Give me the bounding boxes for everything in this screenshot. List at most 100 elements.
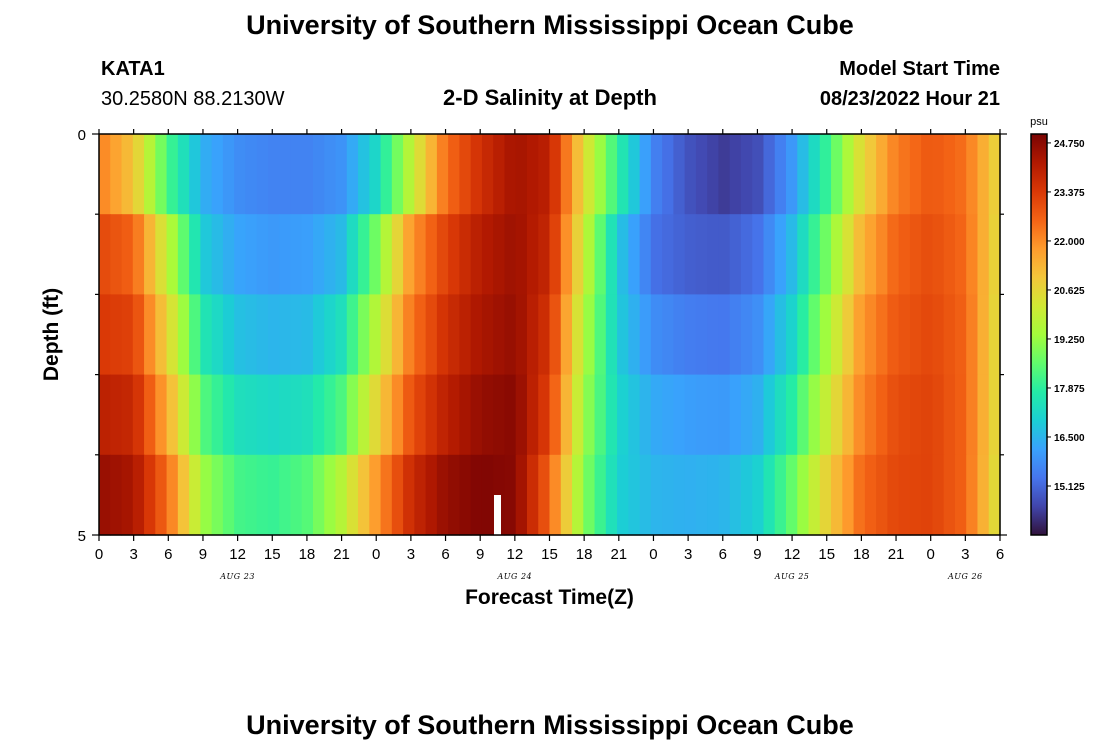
heatmap-cell — [966, 294, 979, 376]
heatmap-cell — [729, 374, 742, 456]
heatmap-cell — [245, 134, 258, 215]
heatmap-cell — [695, 294, 708, 376]
heatmap-cell — [155, 374, 168, 456]
heatmap-cell — [380, 214, 393, 295]
heatmap-cell — [200, 214, 213, 295]
heatmap-cell — [121, 454, 134, 536]
heatmap-cell — [650, 374, 663, 456]
heatmap-cell — [819, 134, 832, 215]
heatmap-cell — [526, 454, 539, 536]
heatmap-cell — [403, 294, 415, 376]
heatmap-cell — [740, 374, 753, 456]
heatmap-cell — [155, 214, 168, 295]
heatmap-cell — [909, 294, 922, 376]
heatmap-cell — [650, 214, 663, 295]
heatmap-cell — [752, 214, 765, 295]
heatmap-cell — [403, 214, 415, 295]
heatmap-cell — [673, 214, 686, 295]
heatmap-cell — [707, 374, 720, 456]
heatmap-cell — [774, 214, 787, 295]
heatmap-cell — [988, 214, 1001, 295]
heatmap-cell — [177, 454, 190, 536]
heatmap-cell — [414, 374, 427, 456]
x-tick-label: 18 — [299, 546, 316, 563]
heatmap-cell — [549, 294, 562, 376]
x-tick-label: 15 — [818, 546, 835, 563]
heatmap-cell — [132, 454, 145, 536]
heatmap-cell — [380, 454, 393, 536]
heatmap-cell — [718, 134, 731, 215]
heatmap-cell — [470, 454, 483, 536]
heatmap-cell — [932, 374, 945, 456]
heatmap-cell — [718, 294, 731, 376]
heatmap-cell — [572, 454, 584, 536]
heatmap-cell — [110, 294, 123, 376]
heatmap-cell — [797, 454, 810, 536]
heatmap-cell — [740, 134, 753, 215]
heatmap-cell — [673, 454, 686, 536]
heatmap-cell — [493, 214, 506, 295]
heatmap-cell — [211, 374, 224, 456]
heatmap-cell — [864, 134, 877, 215]
heatmap-cell — [560, 134, 573, 215]
heatmap-cell — [448, 454, 460, 536]
heatmap-cell — [831, 214, 843, 295]
heatmap-cell — [797, 374, 810, 456]
heatmap-cell — [245, 294, 258, 376]
heatmap-cell — [707, 454, 720, 536]
heatmap-cell — [898, 134, 911, 215]
heatmap-cell — [729, 214, 742, 295]
heatmap-cell — [301, 454, 314, 536]
heatmap-cell — [909, 374, 922, 456]
heatmap-cell — [211, 214, 224, 295]
heatmap-cell — [200, 374, 213, 456]
heatmap-cell — [267, 134, 280, 215]
colorbar-tick-label: 19.250 — [1054, 335, 1085, 346]
heatmap-cell — [752, 134, 765, 215]
heatmap-cell — [448, 374, 460, 456]
heatmap-cell — [425, 134, 438, 215]
heatmap-cell — [121, 134, 134, 215]
heatmap-cell — [988, 374, 1001, 456]
heatmap-cell — [898, 454, 911, 536]
heatmap-cell — [549, 454, 562, 536]
heatmap-cell — [358, 214, 370, 295]
heatmap-cell — [808, 374, 821, 456]
heatmap-cell — [842, 214, 855, 295]
heatmap-cell — [763, 454, 776, 536]
heatmap-cell — [572, 374, 584, 456]
heatmap-cell — [132, 134, 145, 215]
x-tick-label: 15 — [264, 546, 281, 563]
colorbar: psu 24.750 23.375 22.000 20.625 19.250 17.875 1… — [1030, 116, 1085, 536]
heatmap-cell — [200, 454, 213, 536]
heatmap-cell — [594, 214, 607, 295]
heatmap-cell — [391, 214, 404, 295]
x-axis: 0 3 6 9 12 15 18 21 0 3 6 9 12 15 18 21 0 3 6 9 12 15 18 21 0 3 6 A… — [95, 129, 1004, 581]
heatmap-cell — [526, 374, 539, 456]
heatmap-cell — [335, 374, 348, 456]
heatmap-cell — [290, 214, 303, 295]
heatmap-cell — [515, 134, 528, 215]
heatmap-cell — [267, 214, 280, 295]
heatmap-cell — [493, 134, 506, 215]
heatmap-cell — [189, 294, 201, 376]
heatmap-cell — [695, 374, 708, 456]
colorbar-tick-label: 20.625 — [1054, 286, 1085, 297]
heatmap-cell — [583, 374, 596, 456]
heatmap-cell — [932, 454, 945, 536]
heatmap-cell — [763, 374, 776, 456]
heatmap-cell — [684, 294, 697, 376]
heatmap-cell — [887, 294, 900, 376]
heatmap-cell — [166, 214, 179, 295]
heatmap-cell — [617, 214, 629, 295]
heatmap-cell — [684, 134, 697, 215]
heatmap-cell — [369, 134, 382, 215]
heatmap-cell — [639, 134, 652, 215]
colorbar-tick-label: 23.375 — [1054, 188, 1085, 199]
heatmap-cell — [718, 214, 731, 295]
x-tick-label: 6 — [719, 546, 727, 563]
heatmap-cell — [290, 454, 303, 536]
heatmap-cell — [966, 374, 979, 456]
heatmap-cell — [144, 134, 156, 215]
heatmap-cell — [898, 374, 911, 456]
